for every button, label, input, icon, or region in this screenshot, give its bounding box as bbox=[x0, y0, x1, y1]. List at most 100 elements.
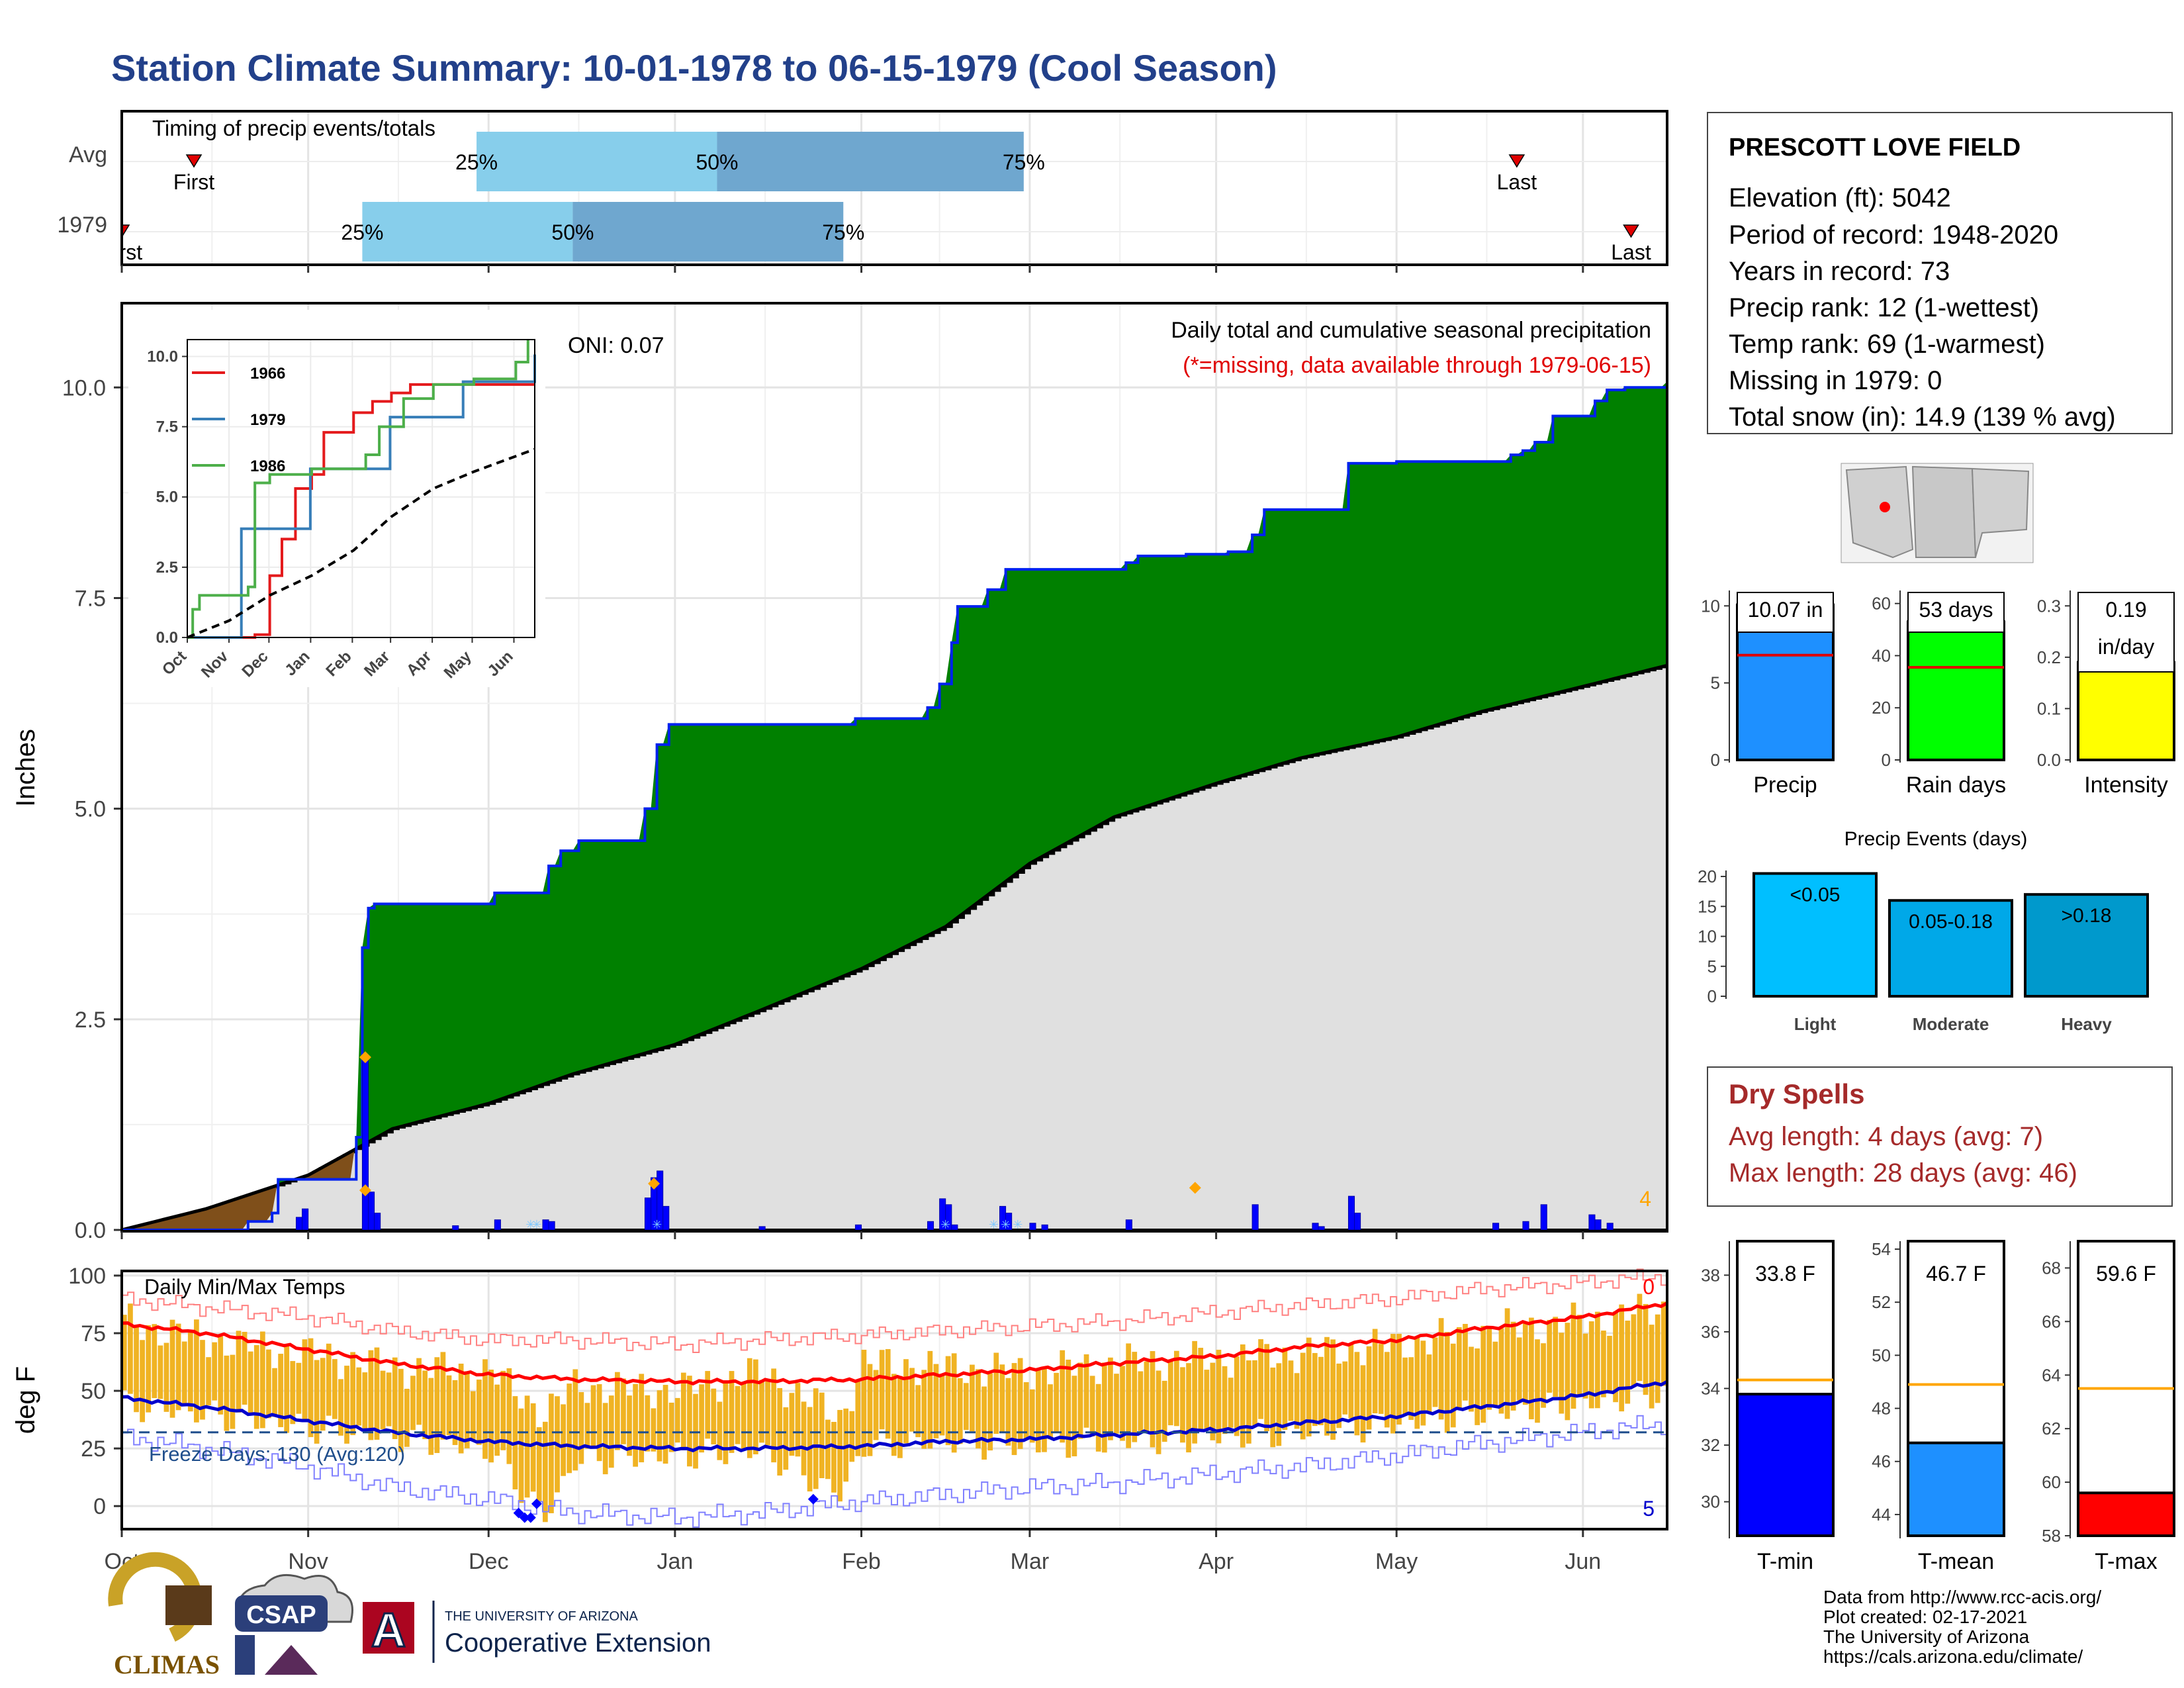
daily-precip-bar-9 bbox=[644, 1197, 652, 1231]
daily-temp-bars bbox=[122, 1293, 1666, 1523]
temp-daily-bar-17 bbox=[224, 1355, 230, 1431]
temp-daily-bar-145 bbox=[993, 1352, 999, 1434]
cold-record-marker-1 bbox=[519, 1512, 530, 1523]
temp-daily-bar-84 bbox=[627, 1395, 632, 1456]
precip-areas bbox=[121, 381, 1668, 1232]
mini-label-0: Precip bbox=[1753, 773, 1817, 798]
temp-daily-bar-116 bbox=[819, 1392, 825, 1479]
temp-daily-bar-196 bbox=[1300, 1352, 1306, 1440]
temp-daily-bar-221 bbox=[1450, 1343, 1456, 1428]
daily-precip-bar-3 bbox=[368, 1192, 375, 1231]
temp-daily-bar-3 bbox=[140, 1340, 145, 1423]
temp-daily-bar-201 bbox=[1330, 1339, 1336, 1440]
temp-daily-bar-181 bbox=[1210, 1362, 1216, 1440]
temp-daily-bar-218 bbox=[1432, 1337, 1438, 1407]
mini-value-label-2: 0.19 bbox=[2105, 598, 2146, 622]
temp-daily-bar-125 bbox=[873, 1370, 879, 1440]
timing-p75-label-1: 75% bbox=[822, 220, 864, 244]
mini-value-box-0 bbox=[1737, 592, 1834, 633]
mini-ytick-1-2: 40 bbox=[1872, 645, 1891, 665]
timing-first-marker-0 bbox=[185, 154, 203, 168]
daily-precip-bar-23 bbox=[1125, 1219, 1132, 1231]
temp-y-ticks: 0 25 50 75 100 bbox=[68, 1264, 122, 1519]
precip-ytick-4: 10.0 bbox=[62, 375, 106, 400]
avg-min-line bbox=[121, 1380, 1668, 1453]
temp-title: Daily Min/Max Temps bbox=[144, 1275, 345, 1299]
temp-summary-ytick-2-1: 60 bbox=[2042, 1472, 2061, 1492]
temp-daily-bar-34 bbox=[326, 1343, 332, 1416]
temp-daily-bar-248 bbox=[1613, 1311, 1618, 1403]
daily-precip-bars: ✳✳ ✳ ✳ ✳ ✳ ✳ bbox=[295, 1051, 1614, 1231]
temp-daily-bar-169 bbox=[1138, 1371, 1144, 1431]
timing-bar-p25-p50-1 bbox=[362, 202, 573, 261]
temp-summary-bar-0 bbox=[1736, 1393, 1835, 1537]
temp-daily-bar-235 bbox=[1535, 1339, 1540, 1423]
daily-precip-bar-33 bbox=[1594, 1219, 1602, 1231]
temp-daily-bar-21 bbox=[248, 1351, 253, 1415]
temp-daily-bar-108 bbox=[771, 1368, 776, 1463]
daily-precip-bar-18 bbox=[951, 1224, 958, 1231]
temp-daily-bar-178 bbox=[1192, 1340, 1197, 1444]
month-label-3: Jan bbox=[657, 1549, 693, 1574]
temp-daily-bar-121 bbox=[849, 1411, 855, 1462]
temp-summary-value-2: 59.6 F bbox=[2096, 1262, 2156, 1286]
temp-daily-bar-0 bbox=[122, 1315, 127, 1391]
temp-summary-value-1: 46.7 F bbox=[1926, 1262, 1986, 1286]
inset-ytick-4: 10.0 bbox=[147, 348, 178, 365]
mini-ytick-2-3: 0.3 bbox=[2037, 596, 2061, 616]
temp-daily-bar-66 bbox=[518, 1408, 524, 1503]
temp-daily-bar-19 bbox=[236, 1331, 242, 1413]
events-label-0: Light bbox=[1794, 1014, 1837, 1034]
temp-daily-bar-99 bbox=[717, 1401, 723, 1460]
university-of-arizona-logo: A THE UNIVERSITY OF ARIZONA Cooperative … bbox=[363, 1601, 711, 1663]
temp-daily-bar-13 bbox=[200, 1340, 205, 1420]
precip-y-axis-title: Inches bbox=[11, 729, 40, 807]
temp-daily-bar-140 bbox=[963, 1383, 969, 1430]
temp-daily-bar-26 bbox=[278, 1354, 283, 1427]
temp-daily-bar-192 bbox=[1276, 1363, 1282, 1446]
timing-p75-label-0: 75% bbox=[1003, 150, 1045, 174]
temp-daily-bar-87 bbox=[645, 1395, 651, 1452]
average-cumulative-line bbox=[121, 663, 1668, 1232]
temp-daily-bar-40 bbox=[362, 1372, 368, 1430]
temp-daily-bar-36 bbox=[338, 1379, 343, 1436]
inset-line-1966 bbox=[187, 383, 535, 639]
snow-flake-4: ✳ bbox=[989, 1218, 999, 1231]
temp-summary-ytick-0-2: 34 bbox=[1701, 1379, 1720, 1399]
temp-daily-bar-85 bbox=[633, 1383, 638, 1467]
temp-summary-ytick-2-4: 66 bbox=[2042, 1311, 2061, 1331]
temp-daily-bar-96 bbox=[699, 1384, 704, 1453]
temp-summary-ytick-2-0: 58 bbox=[2042, 1526, 2061, 1546]
daily-precip-bar-13 bbox=[758, 1226, 766, 1231]
temp-daily-bar-130 bbox=[903, 1359, 909, 1444]
temp-daily-bar-177 bbox=[1186, 1363, 1191, 1453]
temp-daily-bar-38 bbox=[350, 1352, 355, 1435]
temp-daily-bar-161 bbox=[1089, 1376, 1095, 1436]
temp-daily-bar-245 bbox=[1594, 1311, 1600, 1409]
temp-daily-bar-224 bbox=[1469, 1346, 1474, 1412]
temp-daily-bar-103 bbox=[741, 1383, 747, 1450]
inset-ytick-1: 2.5 bbox=[156, 559, 178, 577]
temp-daily-bar-8 bbox=[169, 1319, 175, 1418]
station-period: Period of record: 1948-2020 bbox=[1729, 220, 2058, 250]
temp-daily-bar-158 bbox=[1071, 1376, 1077, 1456]
temp-daily-bar-144 bbox=[987, 1373, 993, 1451]
month-label-8: Jun bbox=[1565, 1549, 1601, 1574]
temp-daily-bar-203 bbox=[1342, 1361, 1348, 1415]
credit-line-1: Plot created: 02-17-2021 bbox=[1823, 1607, 2027, 1627]
temp-daily-bar-241 bbox=[1570, 1302, 1576, 1409]
temp-daily-bar-80 bbox=[602, 1403, 608, 1475]
events-range-1: 0.05-0.18 bbox=[1909, 911, 1993, 933]
daily-precip-bar-1 bbox=[302, 1208, 309, 1231]
climas-logo-text: CLIMAS bbox=[114, 1650, 220, 1679]
record-max-line bbox=[122, 1268, 1668, 1354]
mini-value-label-1: 53 days bbox=[1919, 598, 1993, 622]
cold-record-marker-3 bbox=[531, 1498, 542, 1509]
mini-ytick-0-1: 5 bbox=[1711, 673, 1720, 693]
temp-daily-bar-51 bbox=[428, 1378, 434, 1455]
temp-daily-bar-101 bbox=[729, 1371, 735, 1453]
temp-summary-ytick-0-1: 32 bbox=[1701, 1435, 1720, 1455]
temp-daily-bar-78 bbox=[590, 1385, 596, 1446]
month-label-2: Dec bbox=[469, 1549, 508, 1574]
temp-daily-bar-115 bbox=[813, 1388, 819, 1489]
